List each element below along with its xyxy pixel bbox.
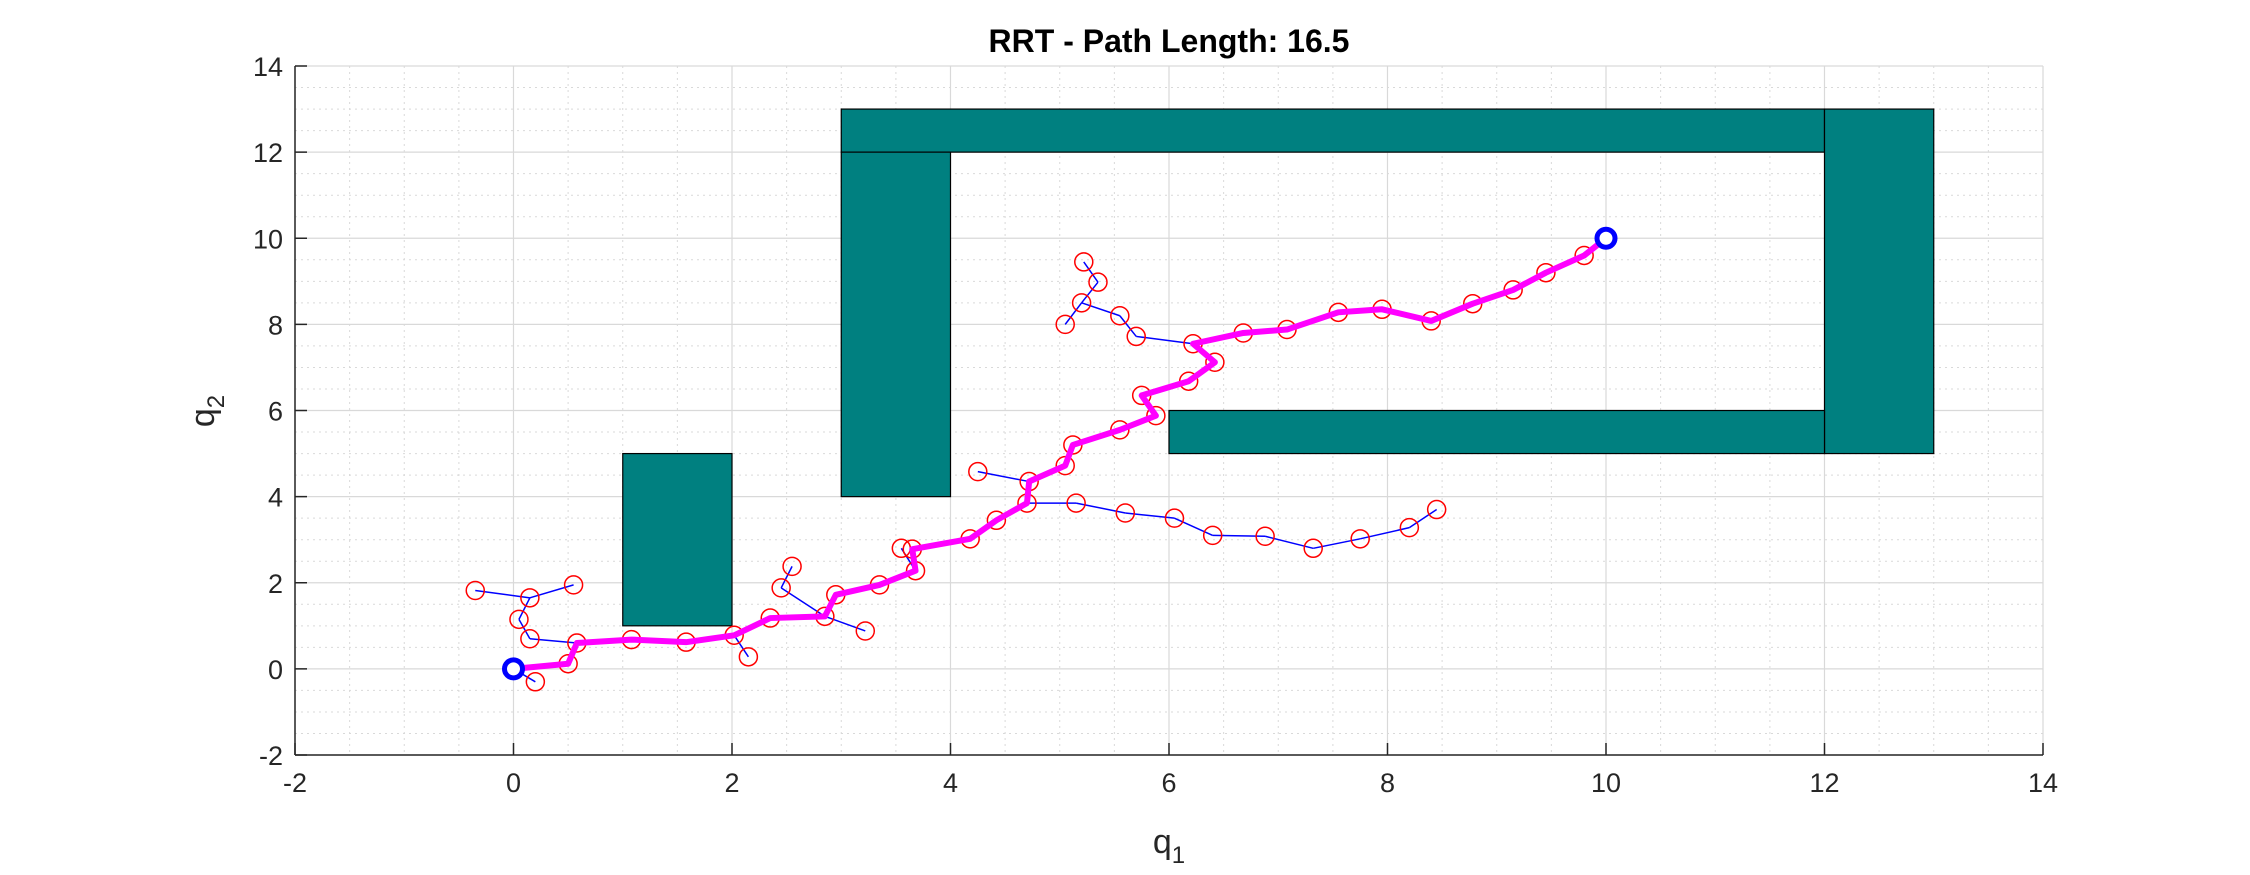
- tree-node: [1055, 455, 1075, 476]
- obstacle-rect: [840, 108, 1826, 153]
- y-tick-label: 10: [253, 224, 283, 254]
- path-line: [510, 235, 1609, 672]
- tree-edge: [824, 615, 866, 632]
- y-tick-label: 8: [268, 310, 283, 340]
- y-axis-label-sub: 2: [203, 395, 230, 408]
- tree-node: [1110, 306, 1130, 326]
- x-ticks: -2 0 2 4 6 8 10 12 14: [283, 743, 2058, 798]
- obstacles: [622, 108, 1935, 627]
- tree-edge: [1064, 302, 1083, 325]
- tree-node: [465, 580, 486, 601]
- tree-node: [1071, 293, 1092, 313]
- y-axis-label: q2: [184, 395, 230, 427]
- tree-node: [525, 672, 546, 692]
- y-tick-label: 14: [253, 52, 283, 82]
- tree-edge: [1408, 508, 1438, 529]
- x-tick-label: 10: [1591, 768, 1621, 798]
- obstacle-rect: [1823, 108, 1935, 455]
- tree-edge: [1174, 517, 1214, 537]
- y-tick-label: 2: [268, 569, 283, 599]
- tree-node: [1164, 508, 1185, 528]
- y-tick-label: -2: [259, 741, 283, 771]
- x-axis-label: q1: [1153, 823, 1185, 869]
- x-tick-label: 8: [1380, 768, 1395, 798]
- tree-node: [1115, 503, 1136, 523]
- start-marker: [502, 657, 525, 681]
- y-tick-label: 0: [268, 655, 283, 685]
- tree-edge: [1119, 315, 1137, 337]
- tree-nodes: [465, 228, 1616, 692]
- x-axis-label-base: q: [1153, 823, 1172, 861]
- y-tick-label: 4: [268, 483, 283, 513]
- tree-edge: [1081, 281, 1099, 304]
- tree-node: [1255, 526, 1275, 546]
- tree-edge: [1125, 512, 1175, 519]
- tree-edge: [733, 634, 750, 658]
- tree-node: [1426, 499, 1447, 520]
- obstacle-rect: [1168, 409, 1826, 455]
- tree-node: [1088, 272, 1108, 292]
- x-tick-label: -2: [283, 768, 307, 798]
- tree-node: [1574, 245, 1594, 266]
- x-tick-label: 0: [506, 768, 521, 798]
- x-tick-label: 2: [724, 768, 739, 798]
- tree-node: [855, 621, 876, 641]
- tree-node: [1350, 529, 1370, 549]
- x-tick-label: 12: [1809, 768, 1839, 798]
- x-axis-label-sub: 1: [1172, 842, 1185, 869]
- tree-node: [1399, 517, 1420, 538]
- x-tick-label: 4: [943, 768, 958, 798]
- tree-node: [1536, 262, 1556, 283]
- obstacle-rect: [622, 452, 733, 627]
- tree-node: [986, 510, 1007, 531]
- y-ticks: -2 0 2 4 6 8 10 12 14: [253, 52, 307, 771]
- tree-edge: [780, 566, 793, 589]
- y-tick-label: 12: [253, 138, 283, 168]
- tree-edge: [518, 597, 531, 620]
- tree-edge: [1212, 534, 1266, 537]
- x-tick-label: 14: [2028, 768, 2058, 798]
- tree-node: [1055, 314, 1075, 335]
- goal-marker: [1594, 226, 1618, 250]
- tree-node: [520, 628, 540, 649]
- tree-edge: [529, 637, 577, 644]
- axes: -2 0 2 4 6 8 10 12 14 -2 0 2 4 6 8 10 12 14: [253, 52, 2058, 798]
- tree-edge: [529, 584, 574, 599]
- tree-node: [968, 461, 988, 482]
- tree-node: [563, 575, 584, 595]
- tree-edge: [518, 618, 531, 640]
- y-axis-label-base: q: [184, 408, 222, 427]
- tree-edge: [1313, 538, 1361, 550]
- tree-edge: [1264, 535, 1314, 550]
- tree-edge: [1081, 302, 1121, 317]
- y-tick-label: 6: [268, 397, 283, 427]
- tree-node: [1066, 493, 1086, 513]
- tree-edge: [1083, 261, 1099, 283]
- chart-title: RRT - Path Length: 16.5: [989, 23, 1350, 59]
- plot-area: [294, 65, 2044, 756]
- tree-node: [1303, 538, 1323, 559]
- tree-node: [1205, 352, 1225, 373]
- obstacle-rect: [840, 151, 952, 498]
- x-tick-label: 6: [1161, 768, 1176, 798]
- tree-node: [738, 647, 759, 667]
- tree-node: [1146, 405, 1166, 426]
- tree-node: [1126, 326, 1146, 347]
- tree-node: [1202, 525, 1223, 546]
- tree-node: [771, 578, 791, 598]
- tree-node: [520, 588, 540, 608]
- tree-node: [1074, 252, 1094, 272]
- tree-node: [782, 556, 802, 577]
- tree-node: [509, 609, 529, 630]
